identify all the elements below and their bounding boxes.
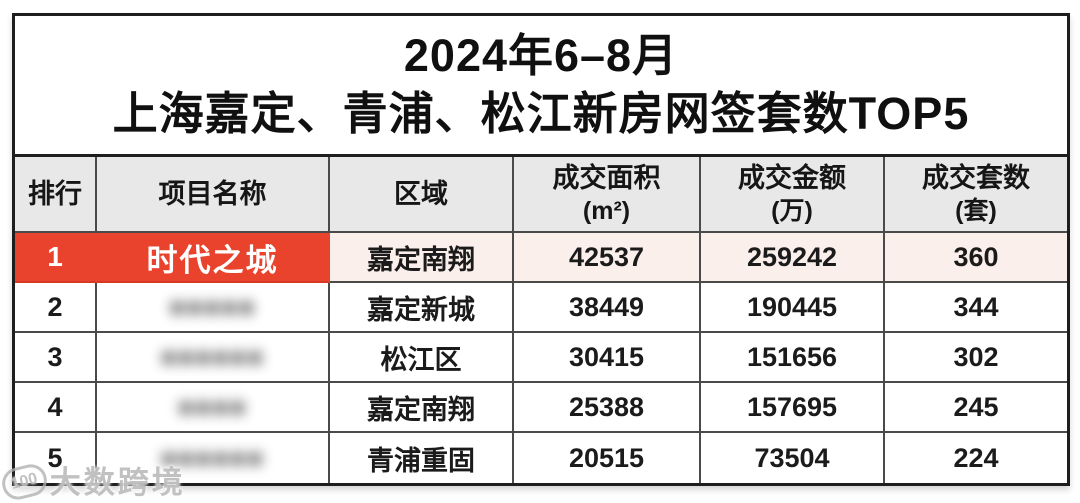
cell-amount: 151656 (701, 333, 885, 383)
cell-units: 344 (885, 283, 1067, 333)
cell-units: 224 (953, 442, 999, 473)
cell-project-name-redacted: ■■■■ (97, 383, 330, 433)
cell-units: 302 (885, 333, 1067, 383)
redacted-text: ■■■■■■ (160, 442, 265, 473)
cell-rank: 5 (15, 433, 97, 483)
header-label: 成交套数 (922, 162, 1030, 193)
cell-area: 20515 (514, 433, 701, 483)
cell-amount: 190445 (701, 283, 885, 333)
header-unit: (万) (771, 197, 813, 226)
header-cell-district: 区域 (330, 157, 514, 233)
cell-project-name-redacted: ■■■■■■ (97, 333, 330, 383)
header-cell-name: 项目名称 (97, 157, 330, 233)
header-cell-rank: 排行 (15, 157, 97, 233)
cell-area: 42537 (514, 233, 701, 283)
redacted-text: ■■■■ (177, 391, 248, 422)
header-label: 成交面积 (552, 162, 661, 193)
cell-amount: 157695 (701, 383, 885, 433)
ranking-table-panel: 2024年6–8月 上海嘉定、青浦、松江新房网签套数TOP5 排行 项目名称 区… (12, 13, 1070, 486)
title-line-2: 上海嘉定、青浦、松江新房网签套数TOP5 (112, 88, 970, 139)
redacted-text: ■■■■■■ (160, 341, 265, 372)
data-table: 排行 项目名称 区域 成交面积 (m²) 成交金额 (万) 成交套数 (套) 1… (15, 157, 1067, 483)
header-label: 排行 (28, 178, 82, 209)
cell-district: 青浦重固 (330, 433, 514, 483)
header-cell-amount: 成交金额 (万) (701, 157, 885, 233)
redacted-text: ■■■■■ (169, 291, 256, 322)
cell-amount: 259242 (701, 233, 885, 283)
header-label: 成交金额 (738, 162, 846, 193)
cell-area: 30415 (514, 333, 701, 383)
table-title: 2024年6–8月 上海嘉定、青浦、松江新房网签套数TOP5 (15, 16, 1067, 157)
title-line-1: 2024年6–8月 (403, 30, 679, 81)
header-cell-area: 成交面积 (m²) (514, 157, 701, 233)
cell-district: 嘉定新城 (330, 283, 514, 333)
cell-amount: 73504 (701, 433, 885, 483)
cell-rank: 2 (15, 283, 97, 333)
header-unit: (套) (955, 197, 997, 226)
cell-project-name-redacted: ■■■■■ (97, 283, 330, 333)
cell-rank: 3 (15, 333, 97, 383)
cell-project-name: 时代之城 (97, 233, 330, 283)
cell-rank: 4 (15, 383, 97, 433)
cell-project-name-redacted: ■■■■■■ (97, 433, 330, 483)
header-label: 项目名称 (158, 178, 267, 209)
cell-rank: 1 (15, 233, 97, 283)
header-unit: (m²) (582, 197, 631, 226)
cell-units: 360 (885, 233, 1067, 283)
header-cell-units: 成交套数 (套) (885, 157, 1067, 233)
header-label: 区域 (394, 178, 448, 209)
cell-district: 嘉定南翔 (330, 233, 514, 283)
cell-district: 嘉定南翔 (330, 383, 514, 433)
cell-area: 25388 (514, 383, 701, 433)
cell-area: 38449 (514, 283, 701, 333)
cell-district: 松江区 (330, 333, 514, 383)
cell-units: 245 (885, 383, 1067, 433)
